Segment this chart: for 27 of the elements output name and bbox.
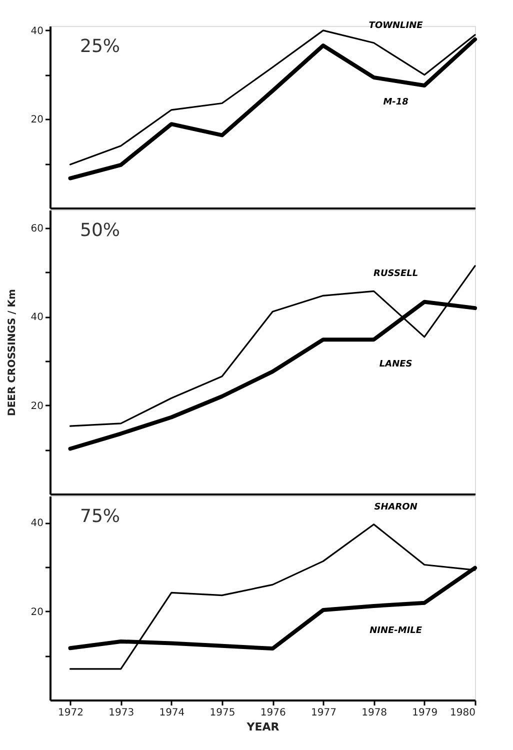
x-tick-label: 1977 <box>310 708 336 718</box>
y-axis-title: DEER CROSSINGS / Km <box>6 289 18 416</box>
y-tick-label: 40 <box>30 26 44 37</box>
series-label: RUSSELL <box>374 269 418 280</box>
y-tick-label: 20 <box>30 400 44 412</box>
x-tick-label: 1976 <box>260 708 286 718</box>
annotation: 50% <box>80 220 120 241</box>
text: NINE-MILE <box>370 626 423 636</box>
x-tick-label: 1972 <box>58 708 84 718</box>
annotation: 25% <box>80 36 120 57</box>
annotation: 75% <box>80 506 120 527</box>
x-tick-label: 1980 <box>450 708 476 718</box>
x-tick-label: 1978 <box>362 708 388 718</box>
x-tick-label: 1979 <box>412 708 438 718</box>
y-tick-label: 40 <box>30 312 44 323</box>
y-tick-label: 20 <box>30 606 44 618</box>
y-tick-label: 20 <box>30 114 44 126</box>
y-tick-label: 60 <box>30 223 44 234</box>
y-tick-label: 40 <box>30 518 44 530</box>
x-tick-label: 1975 <box>210 708 236 718</box>
series-label: SHARON <box>374 502 418 512</box>
series-label: TOWNLINE <box>368 20 424 31</box>
x-tick-label: 1974 <box>159 708 185 718</box>
x-tick-label: 1973 <box>108 708 134 718</box>
series-label: M-18 <box>383 97 408 108</box>
x-axis-title: YEAR <box>246 720 280 734</box>
text: LANES <box>379 360 412 370</box>
